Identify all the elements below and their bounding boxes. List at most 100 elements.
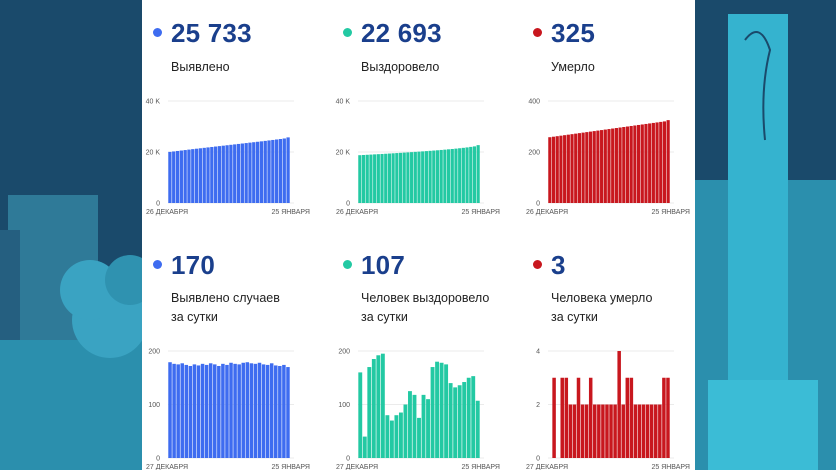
bar <box>666 120 670 204</box>
bar <box>600 130 604 203</box>
died-daily-label-line: Человека умерло <box>551 291 653 305</box>
bar <box>633 404 638 458</box>
bar <box>548 137 552 203</box>
bar <box>453 387 458 458</box>
y-tick-label: 100 <box>338 402 350 409</box>
bar <box>402 152 406 203</box>
y-tick-label: 100 <box>148 402 160 409</box>
bar <box>570 134 574 203</box>
bar <box>255 141 260 203</box>
bar <box>622 127 626 203</box>
bar <box>225 364 229 458</box>
bar <box>581 132 585 203</box>
bar <box>194 148 199 203</box>
died-daily-dot <box>533 260 542 269</box>
bar <box>184 364 189 458</box>
bar <box>278 365 282 458</box>
bar <box>444 364 449 459</box>
y-tick-label: 0 <box>156 201 160 208</box>
bar <box>413 151 417 203</box>
bar <box>588 377 593 458</box>
bar <box>648 123 652 203</box>
bar <box>662 377 666 458</box>
card-recovered: 22 693 Выздоровело 0 20 K 40 K 26 ДЕКАБРЯ 25… <box>332 0 516 235</box>
bar <box>432 150 436 203</box>
bar <box>585 132 589 203</box>
bar <box>439 362 444 458</box>
bar <box>208 363 213 458</box>
x-start-label: 26 ДЕКАБРЯ <box>526 209 568 216</box>
bar <box>286 137 290 203</box>
y-tick-label: 0 <box>536 456 540 463</box>
bar <box>666 377 670 458</box>
bar <box>282 138 286 203</box>
bar <box>625 377 630 458</box>
bar <box>633 125 637 203</box>
bar <box>566 134 570 203</box>
bar <box>180 363 184 458</box>
died-label-line: Умерло <box>551 60 595 74</box>
x-end-label: 25 ЯНВАРЯ <box>651 209 690 216</box>
detected-dot <box>153 28 162 37</box>
bar <box>417 417 421 459</box>
bar <box>417 151 421 203</box>
detected-daily-label: Выявлено случаев за сутки <box>171 289 280 327</box>
bar <box>367 367 372 458</box>
bar <box>244 143 248 203</box>
bar <box>559 135 563 203</box>
recovered-daily-value: 107 <box>361 250 405 280</box>
bar <box>450 148 454 203</box>
bar <box>373 154 377 203</box>
bar <box>275 139 279 203</box>
bar <box>560 377 564 458</box>
y-tick-label: 4 <box>536 349 540 356</box>
bar <box>395 153 399 203</box>
bar <box>376 355 381 458</box>
bar <box>428 150 432 203</box>
bar <box>466 377 471 458</box>
bar <box>179 150 183 203</box>
x-end-label: 25 ЯНВАРЯ <box>651 464 690 470</box>
bar <box>605 404 609 458</box>
card-detected: 25 733 Выявлено 0 20 K 40 K 26 ДЕКАБРЯ 25 ЯН… <box>142 0 326 235</box>
card-died-daily: 3 Человека умерло за сутки 0 2 4 27 ДЕКАБРЯ… <box>522 235 706 470</box>
bar <box>625 126 630 203</box>
bar <box>421 394 426 458</box>
bar <box>439 149 443 203</box>
y-tick-label: 200 <box>338 349 350 356</box>
bar <box>614 128 618 203</box>
detected-value: 25 733 <box>171 18 252 48</box>
bar <box>644 123 648 203</box>
recovered-daily-label-line: за сутки <box>361 310 408 324</box>
recovered-daily-chart: 0 100 200 27 ДЕКАБРЯ 25 ЯНВАРЯ <box>336 349 500 470</box>
died-daily-label: Человека умерло за сутки <box>551 289 652 327</box>
y-tick-label: 0 <box>536 201 540 208</box>
bar <box>210 146 214 203</box>
bar <box>259 141 264 203</box>
detected-label: Выявлено <box>171 58 230 77</box>
bar <box>172 363 176 458</box>
bar <box>257 362 262 458</box>
bar <box>465 147 469 203</box>
bar <box>398 412 403 458</box>
bar <box>421 151 425 203</box>
bar <box>588 131 593 203</box>
bar <box>576 377 581 458</box>
detected-chart: 0 20 K 40 K 26 ДЕКАБРЯ 25 ЯНВАРЯ <box>146 99 310 217</box>
detected-daily-value: 170 <box>171 250 215 280</box>
bar <box>654 404 658 458</box>
bg-tree <box>60 260 120 320</box>
bar <box>658 404 662 458</box>
bar <box>563 135 567 203</box>
bar <box>603 129 607 203</box>
bar <box>629 125 633 203</box>
bar <box>176 364 180 459</box>
bar <box>191 149 195 203</box>
y-tick-label: 20 K <box>336 150 351 157</box>
recovered-daily-dot <box>343 260 352 269</box>
bar <box>458 148 462 203</box>
bar <box>263 140 267 203</box>
bar <box>394 415 399 458</box>
bar <box>389 420 394 458</box>
bar <box>568 404 573 458</box>
